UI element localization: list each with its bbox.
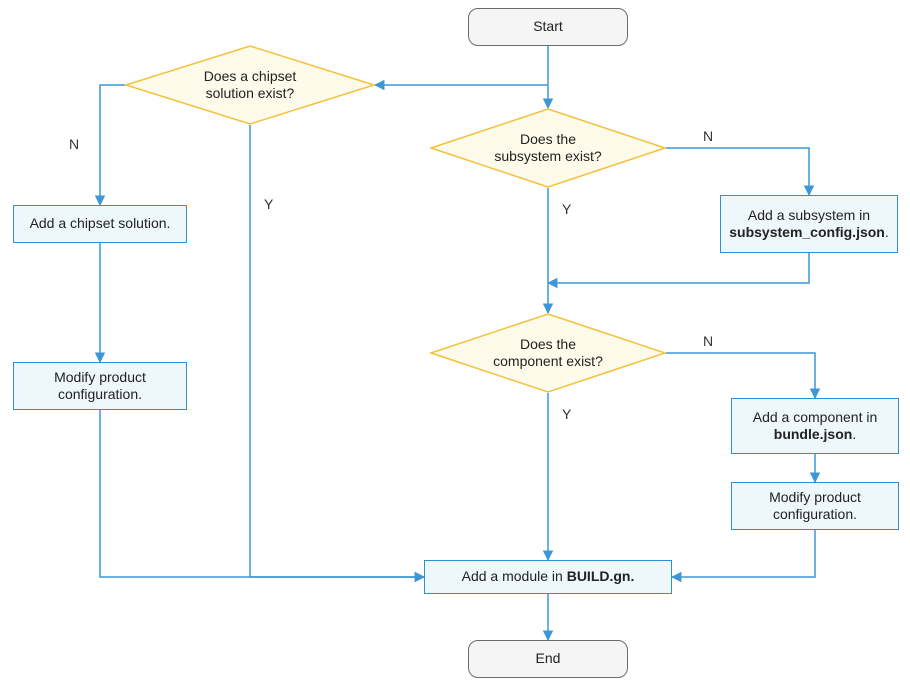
process-p_addchip: Add a chipset solution. (13, 205, 187, 243)
decision-d_chipset: Does a chipsetsolution exist? (125, 45, 375, 125)
process-label-p_addsub: Add a subsystem insubsystem_config.json. (721, 203, 896, 246)
process-label-p_addmod: Add a module in BUILD.gn. (454, 564, 643, 590)
process-p_modcfg1: Modify productconfiguration. (13, 362, 187, 410)
edge-addsub-back (548, 253, 809, 283)
terminator-label-end: End (528, 646, 569, 672)
process-p_addmod: Add a module in BUILD.gn. (424, 560, 672, 594)
edge-label-comp-Y: Y (562, 406, 571, 422)
edge-subsys-N (666, 148, 809, 195)
process-label-p_modcfg2: Modify productconfiguration. (761, 485, 869, 528)
decision-d_comp: Does thecomponent exist? (430, 313, 666, 393)
edge-chipset-N (100, 85, 125, 205)
edge-chipset-Y (250, 125, 424, 577)
process-label-p_modcfg1: Modify productconfiguration. (46, 365, 154, 408)
decision-label-d_subsys: Does thesubsystem exist? (494, 131, 601, 166)
decision-label-d_comp: Does thecomponent exist? (493, 336, 603, 371)
process-label-p_addchip: Add a chipset solution. (22, 211, 179, 237)
decision-label-d_chipset: Does a chipsetsolution exist? (204, 68, 297, 103)
process-p_modcfg2: Modify productconfiguration. (731, 482, 899, 530)
process-p_addsub: Add a subsystem insubsystem_config.json. (720, 195, 898, 253)
edge-modcfg1-down (100, 410, 424, 577)
edge-label-comp-N: N (703, 333, 713, 349)
decision-d_subsys: Does thesubsystem exist? (430, 108, 666, 188)
edge-label-chipset-Y: Y (264, 196, 273, 212)
terminator-start: Start (468, 8, 628, 46)
terminator-end: End (468, 640, 628, 678)
process-label-p_addcomp: Add a component inbundle.json. (745, 405, 886, 448)
process-p_addcomp: Add a component inbundle.json. (731, 398, 899, 454)
edge-modcfg2-down (672, 530, 815, 577)
edge-label-subsys-Y: Y (562, 201, 571, 217)
terminator-label-start: Start (525, 14, 571, 40)
edge-label-chipset-N: N (69, 136, 79, 152)
edge-label-subsys-N: N (703, 128, 713, 144)
edge-comp-N (666, 353, 815, 398)
